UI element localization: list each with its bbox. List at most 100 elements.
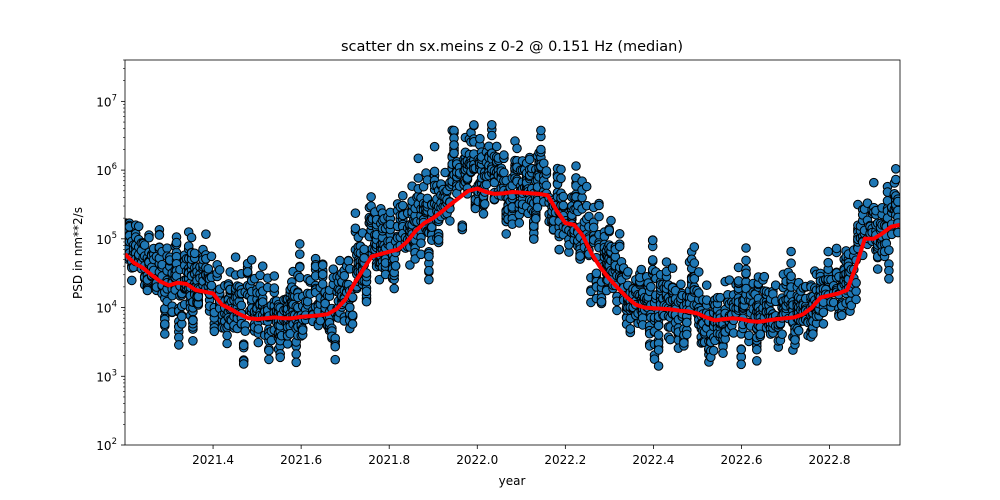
- scatter-point: [851, 286, 861, 297]
- scatter-point: [591, 268, 602, 279]
- scatter-point: [253, 337, 264, 348]
- scatter-point: [222, 338, 232, 349]
- scatter-point: [689, 242, 700, 252]
- plot-frame: [124, 59, 901, 446]
- scatter-point: [536, 125, 546, 136]
- scatter-point: [154, 230, 165, 240]
- scatter-point: [413, 153, 424, 164]
- scatter-point: [253, 324, 264, 334]
- y-tick-label: 105: [96, 231, 117, 247]
- scatter-point: [440, 167, 450, 178]
- scatter-point: [275, 352, 286, 363]
- scatter-point: [752, 344, 762, 355]
- scatter-point: [295, 239, 305, 249]
- scatter-point: [604, 225, 615, 236]
- scatter-point: [689, 258, 700, 268]
- scatter-point: [350, 208, 361, 218]
- scatter-point: [823, 246, 834, 257]
- scatter-point: [264, 345, 274, 356]
- scatter-point: [162, 243, 172, 253]
- scatter-point: [295, 249, 305, 259]
- scatter-point: [558, 200, 569, 211]
- scatter-point: [653, 345, 664, 355]
- scatter-point: [808, 329, 818, 339]
- scatter-point: [694, 267, 704, 277]
- scatter-point: [389, 283, 400, 294]
- scatter-point: [777, 329, 787, 340]
- scatter-point: [612, 305, 622, 316]
- scatter-point: [203, 264, 214, 274]
- scatter-point: [317, 260, 328, 271]
- scatter-point: [501, 229, 512, 239]
- scatter-point: [682, 329, 692, 340]
- scatter-point: [189, 248, 200, 259]
- chart-title: scatter dn sx.meins z 0-2 @ 0.151 Hz (me…: [341, 39, 683, 55]
- scatter-point: [330, 354, 341, 365]
- scatter-point: [343, 256, 354, 266]
- scatter-point: [741, 268, 751, 279]
- scatter-point: [457, 222, 468, 232]
- x-tick-label: 2022.0: [456, 453, 498, 467]
- scatter-point: [480, 199, 490, 209]
- scatter-point: [614, 241, 625, 252]
- y-tick-label: 104: [96, 300, 117, 316]
- scatter-point: [257, 261, 268, 272]
- scatter-point: [222, 330, 232, 341]
- scatter-point: [682, 317, 692, 328]
- scatter-point: [625, 324, 636, 334]
- scatter-point: [541, 180, 552, 191]
- scatter-point: [330, 341, 341, 352]
- scatter-point: [160, 329, 170, 339]
- scatter-point: [209, 326, 220, 337]
- scatter-point: [424, 274, 434, 285]
- scatter-point: [291, 349, 302, 359]
- scatter-point: [269, 283, 280, 293]
- scatter-point: [133, 221, 144, 232]
- scatter-point: [361, 286, 372, 297]
- scatter-point: [884, 274, 894, 284]
- scatter-point: [174, 340, 184, 350]
- scatter-point: [594, 200, 604, 211]
- scatter-point: [793, 325, 804, 336]
- scatter-point: [736, 359, 747, 370]
- scatter-point: [445, 216, 455, 226]
- scatter-point: [786, 246, 796, 257]
- scatter-point: [741, 255, 751, 266]
- scatter-point: [653, 361, 664, 371]
- scatter-point: [893, 227, 900, 238]
- scatter-point: [556, 173, 566, 184]
- scatter-point: [475, 133, 485, 144]
- scatter-point: [667, 263, 678, 274]
- scatter-point: [206, 280, 217, 291]
- scatter-point: [646, 282, 656, 292]
- scatter-point: [512, 143, 522, 154]
- scatter-point: [469, 120, 479, 130]
- scatter-point: [536, 144, 546, 155]
- scatter-point: [429, 141, 440, 152]
- scatter-point: [317, 279, 328, 289]
- x-tick-label: 2021.4: [192, 453, 234, 467]
- scatter-point: [786, 258, 796, 269]
- scatter-point: [424, 265, 434, 276]
- scatter-point: [653, 320, 664, 331]
- scatter-point: [837, 310, 847, 321]
- scatter-point: [623, 267, 633, 277]
- scatter-point: [718, 348, 728, 359]
- scatter-point: [398, 190, 408, 201]
- y-tick-label: 107: [96, 93, 117, 109]
- x-tick-label: 2022.2: [544, 453, 586, 467]
- scatter-point: [487, 130, 497, 141]
- scatter-point: [575, 251, 585, 261]
- x-axis-label: year: [499, 474, 526, 488]
- scatter-point: [429, 166, 440, 177]
- scatter-point: [636, 264, 647, 275]
- scatter-point: [588, 222, 599, 233]
- scatter-point: [238, 359, 249, 369]
- scatter-point: [339, 271, 350, 281]
- scatter-point: [142, 285, 153, 296]
- y-axis-label: PSD in nm**2/s: [71, 207, 85, 299]
- scatter-point: [884, 245, 894, 255]
- scatter-point: [238, 340, 249, 351]
- scatter-point: [398, 200, 408, 211]
